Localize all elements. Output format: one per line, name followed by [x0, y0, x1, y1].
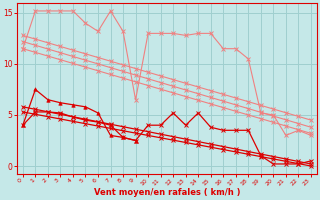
X-axis label: Vent moyen/en rafales ( km/h ): Vent moyen/en rafales ( km/h ) — [94, 188, 240, 197]
